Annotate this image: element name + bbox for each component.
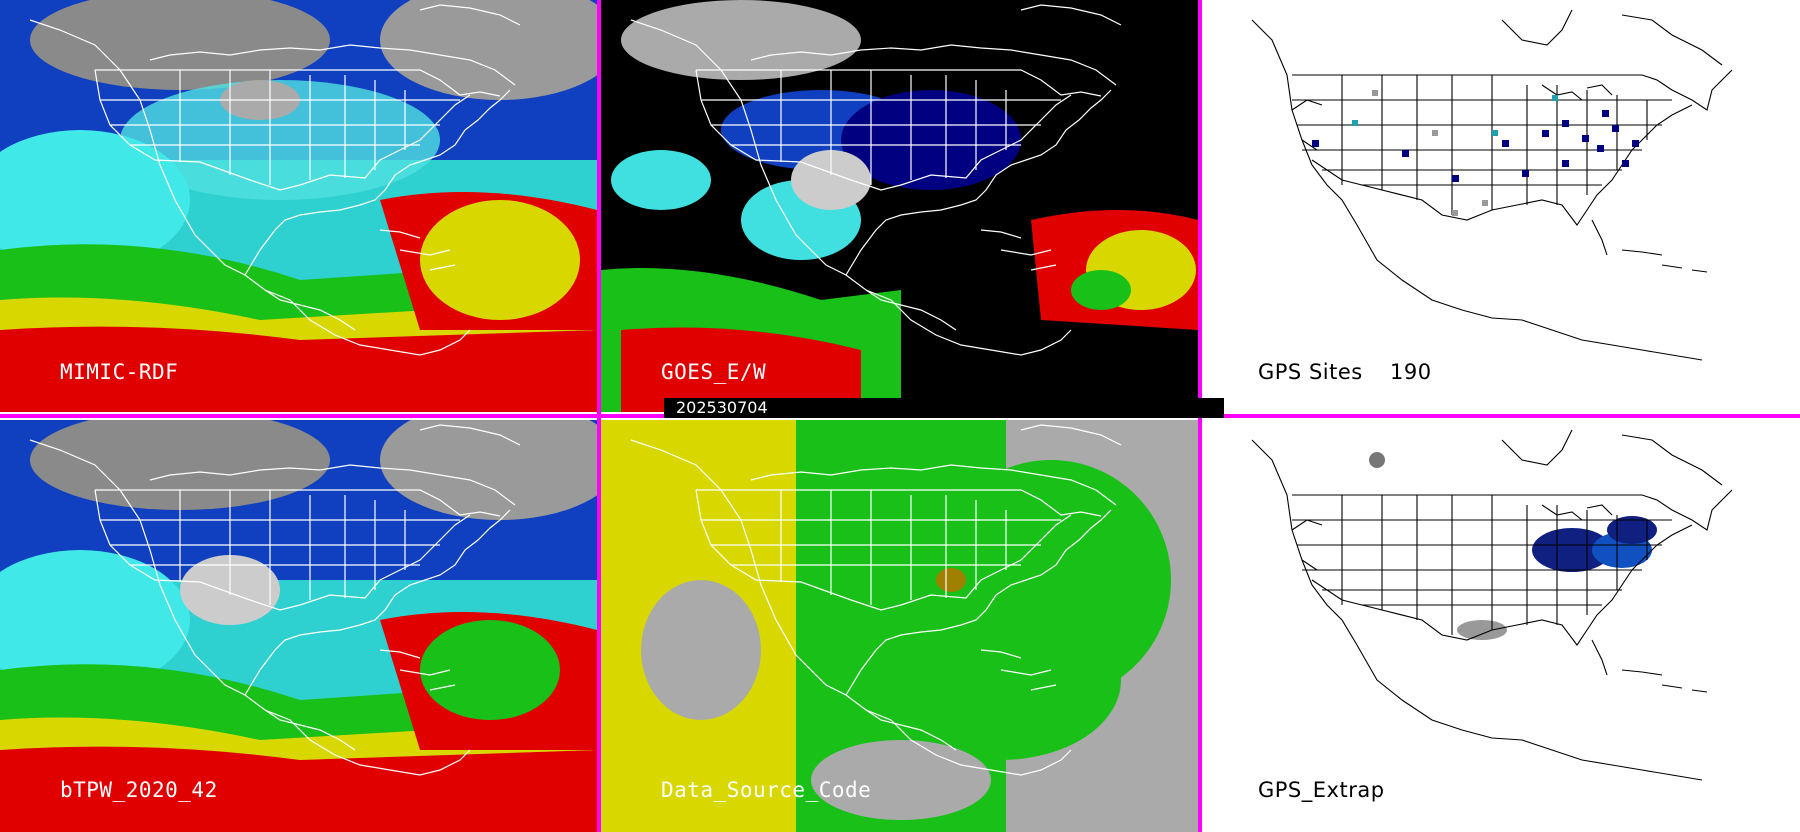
panel-label: GOES_E/W bbox=[661, 360, 767, 384]
panel-mimic: MIMIC-RDF bbox=[0, 0, 597, 412]
btpw-map bbox=[0, 420, 597, 832]
panel-dsc: Data_Source_Code bbox=[601, 420, 1198, 832]
dsc-map bbox=[601, 420, 1198, 832]
site-count: 190 bbox=[1390, 360, 1432, 384]
mimic-map bbox=[0, 0, 597, 412]
goes-map bbox=[601, 0, 1198, 412]
gps-extrap-map bbox=[1202, 420, 1800, 832]
panel-btpw: bTPW_2020_42 bbox=[0, 420, 597, 832]
date-bar: 202530704 bbox=[664, 398, 1224, 418]
panel-label: bTPW_2020_42 bbox=[60, 778, 218, 802]
panel-label: Data_Source_Code bbox=[661, 778, 872, 802]
panel-gps-extrap: GPS_Extrap bbox=[1202, 420, 1800, 832]
panel-label: GPS Sites bbox=[1258, 360, 1363, 384]
panel-gps-sites: GPS Sites 190 bbox=[1202, 0, 1800, 412]
panel-label: GPS_Extrap bbox=[1258, 778, 1385, 802]
gps-site-markers bbox=[1312, 110, 1639, 182]
panel-label: MIMIC-RDF bbox=[60, 360, 179, 384]
panel-goes: GOES_E/W bbox=[601, 0, 1198, 412]
gps-sites-map bbox=[1202, 0, 1800, 412]
